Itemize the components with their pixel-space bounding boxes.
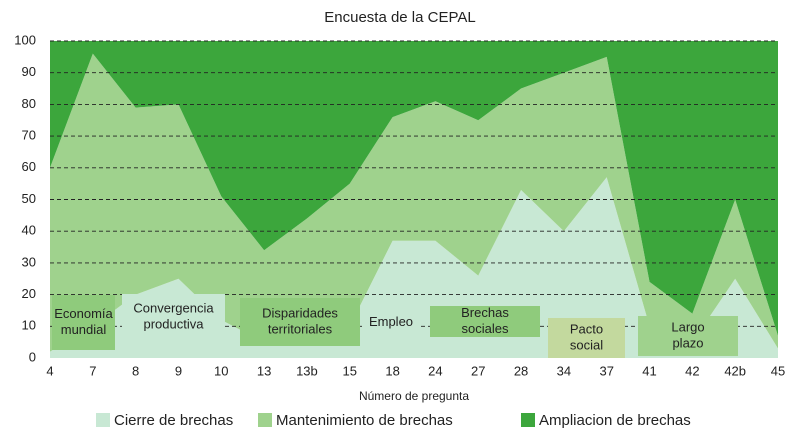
- x-tick-label: 28: [514, 363, 528, 378]
- annotation-text: plazo: [672, 335, 703, 350]
- annotation-text: productiva: [144, 316, 205, 331]
- area: [50, 177, 778, 358]
- area: [50, 41, 778, 336]
- x-tick-label: 24: [428, 363, 442, 378]
- x-tick-label: 41: [642, 363, 656, 378]
- annotation-text: Disparidades: [262, 305, 338, 320]
- legend-swatch: [258, 413, 272, 427]
- x-tick-label: 4: [46, 363, 53, 378]
- annotation-box: [548, 318, 625, 358]
- x-axis-label: Número de pregunta: [359, 389, 469, 403]
- area: [50, 53, 778, 352]
- annotation-box: [240, 298, 360, 346]
- x-tick-label: 13: [257, 363, 271, 378]
- legend-label: Ampliacion de brechas: [539, 412, 691, 429]
- x-tick-label: 9: [175, 363, 182, 378]
- x-tick-label: 18: [385, 363, 399, 378]
- annotation-box: [52, 295, 115, 350]
- y-tick-label: 20: [22, 286, 36, 301]
- x-tick-label: 42b: [724, 363, 746, 378]
- y-tick-label: 100: [14, 32, 36, 47]
- annotation-box: [362, 310, 420, 335]
- x-tick-label: 27: [471, 363, 485, 378]
- y-tick-label: 50: [22, 191, 36, 206]
- annotation-text: sociales: [462, 321, 509, 336]
- legend-label: Cierre de brechas: [114, 412, 233, 429]
- y-tick-label: 10: [22, 318, 36, 333]
- y-tick-label: 0: [29, 349, 36, 364]
- annotation-box: [430, 306, 540, 337]
- chart-title: Encuesta de la CEPAL: [324, 9, 475, 26]
- y-tick-label: 30: [22, 254, 36, 269]
- annotation-text: Pacto: [570, 321, 603, 336]
- x-tick-label: 7: [89, 363, 96, 378]
- x-tick-label: 15: [343, 363, 357, 378]
- y-tick-label: 40: [22, 223, 36, 238]
- y-tick-label: 60: [22, 159, 36, 174]
- x-tick-label: 42: [685, 363, 699, 378]
- x-tick-label: 45: [771, 363, 785, 378]
- x-tick-label: 34: [557, 363, 571, 378]
- legend-label: Mantenimiento de brechas: [276, 412, 453, 429]
- annotation-box: [638, 316, 738, 356]
- annotation-text: Convergencia: [133, 300, 214, 315]
- annotation-text: social: [570, 337, 603, 352]
- legend-swatch: [96, 413, 110, 427]
- y-tick-label: 70: [22, 128, 36, 143]
- y-tick-label: 90: [22, 64, 36, 79]
- annotation-text: Economía: [54, 306, 113, 321]
- annotation-text: mundial: [61, 322, 107, 337]
- annotation-text: Empleo: [369, 314, 413, 329]
- x-tick-label: 37: [599, 363, 613, 378]
- annotation-text: territoriales: [268, 321, 333, 336]
- x-tick-label: 10: [214, 363, 228, 378]
- x-tick-label: 8: [132, 363, 139, 378]
- annotation-text: Largo: [671, 319, 704, 334]
- annotation-text: Brechas: [461, 305, 509, 320]
- y-tick-label: 80: [22, 96, 36, 111]
- x-tick-label: 13b: [296, 363, 318, 378]
- annotation-box: [122, 294, 225, 340]
- legend-swatch: [521, 413, 535, 427]
